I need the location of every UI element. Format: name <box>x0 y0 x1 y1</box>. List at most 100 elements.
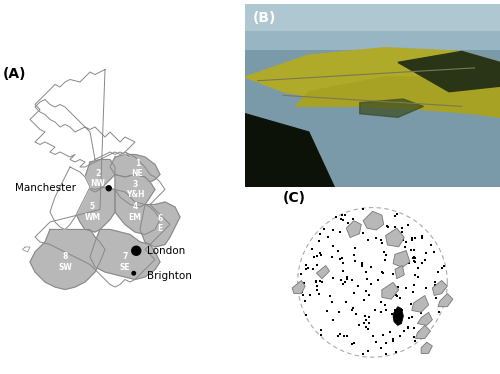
Point <box>392 307 400 313</box>
Polygon shape <box>35 99 135 159</box>
Point <box>430 249 438 255</box>
Point <box>396 333 404 339</box>
Point <box>348 278 356 283</box>
Point <box>440 286 448 292</box>
Point <box>388 292 396 298</box>
Polygon shape <box>245 48 500 110</box>
Point <box>396 295 404 301</box>
Point <box>417 310 425 316</box>
Point <box>302 312 310 318</box>
Point <box>412 255 420 261</box>
Point <box>365 292 373 298</box>
Point <box>412 272 420 278</box>
Text: 3
Y&H: 3 Y&H <box>126 180 144 199</box>
Point <box>410 334 418 340</box>
Polygon shape <box>382 282 398 299</box>
Point <box>364 321 372 327</box>
Point <box>410 254 418 260</box>
Point <box>314 291 322 297</box>
Point <box>360 351 368 357</box>
Point <box>408 234 416 240</box>
Point <box>384 224 392 230</box>
Point <box>391 214 399 220</box>
Polygon shape <box>316 266 330 279</box>
Point <box>358 261 366 267</box>
Point <box>434 289 442 295</box>
Point <box>334 333 342 339</box>
Polygon shape <box>140 202 180 247</box>
Point <box>340 332 348 338</box>
Point <box>398 229 406 235</box>
Point <box>402 239 410 245</box>
Point <box>407 301 415 307</box>
Point <box>408 314 416 320</box>
Point <box>338 255 345 261</box>
Point <box>314 253 322 259</box>
Bar <box>245 4 500 31</box>
Point <box>316 278 324 284</box>
Point <box>382 351 390 357</box>
Point <box>304 265 312 271</box>
Text: 7
SE: 7 SE <box>120 252 130 272</box>
Text: 4
EM: 4 EM <box>128 202 141 222</box>
Point <box>410 338 418 344</box>
Point <box>343 274 351 280</box>
Point <box>349 215 357 221</box>
Point <box>388 311 396 317</box>
Point <box>309 266 317 272</box>
Point <box>427 242 435 248</box>
Point <box>339 260 347 266</box>
Point <box>394 257 402 263</box>
Point <box>410 282 418 288</box>
Point <box>404 324 411 330</box>
Point <box>338 212 346 218</box>
Polygon shape <box>416 325 430 338</box>
Point <box>364 347 372 353</box>
Point <box>391 224 399 230</box>
Point <box>364 314 372 320</box>
Text: (B): (B) <box>252 11 276 25</box>
Point <box>326 293 334 299</box>
Point <box>358 260 366 266</box>
Point <box>359 230 367 236</box>
Polygon shape <box>412 295 428 312</box>
Point <box>418 235 426 241</box>
Point <box>418 233 426 239</box>
Point <box>368 332 376 338</box>
Polygon shape <box>22 247 30 252</box>
Text: 8
SW: 8 SW <box>58 252 72 272</box>
Point <box>376 214 384 220</box>
Point <box>394 284 402 290</box>
Point <box>318 279 326 285</box>
Point <box>336 309 344 315</box>
Point <box>411 259 419 265</box>
Point <box>372 234 380 240</box>
Point <box>431 282 439 288</box>
Point <box>432 279 440 285</box>
Point <box>382 340 390 346</box>
Point <box>405 260 413 266</box>
Point <box>314 271 322 277</box>
Point <box>398 267 406 273</box>
Point <box>329 317 337 323</box>
Point <box>432 295 440 301</box>
Point <box>380 249 388 255</box>
Point <box>393 211 401 217</box>
Point <box>302 266 310 272</box>
Point <box>400 328 408 334</box>
Point <box>438 265 446 271</box>
Point <box>339 217 347 223</box>
Text: (A): (A) <box>2 67 26 81</box>
Polygon shape <box>346 221 362 237</box>
Polygon shape <box>90 230 160 279</box>
Point <box>313 283 321 289</box>
Point <box>341 212 349 218</box>
Point <box>351 245 359 251</box>
Point <box>382 307 390 313</box>
Point <box>312 279 320 285</box>
Point <box>392 292 400 298</box>
Point <box>435 309 443 315</box>
Point <box>378 309 386 315</box>
Point <box>316 231 324 237</box>
Point <box>376 344 384 350</box>
